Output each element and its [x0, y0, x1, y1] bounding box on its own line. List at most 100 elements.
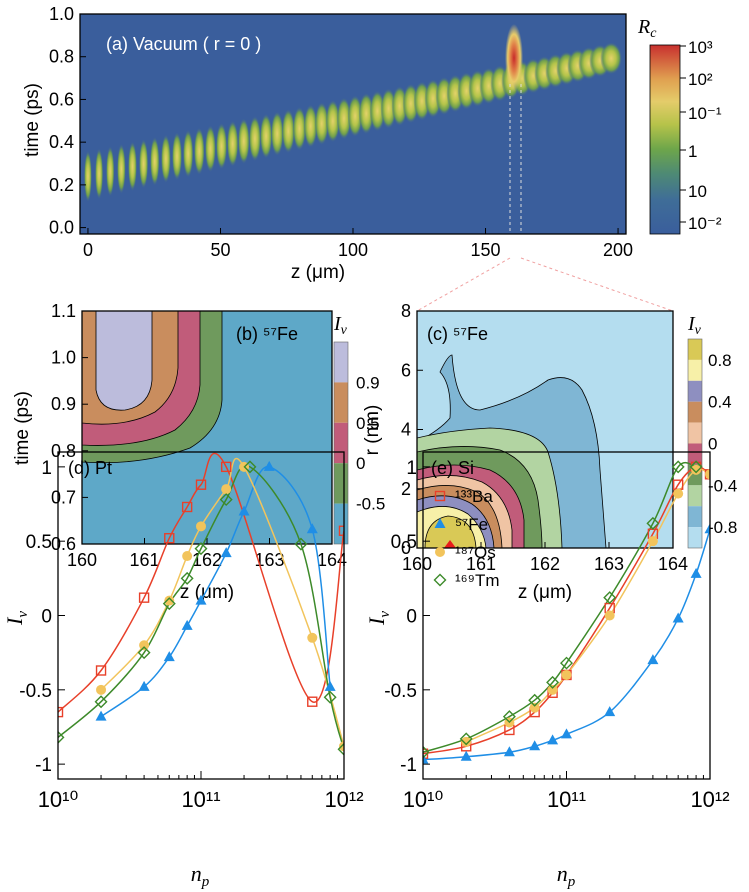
- y-tick-label: 0.9: [51, 394, 76, 414]
- panel-e: 10¹⁰ 10¹¹ 10¹² 10.50-0.5-1 (e) Si ¹³³Ba⁵⁷F…: [364, 451, 730, 890]
- data-marker-triangle: [238, 505, 250, 516]
- y-tick-label: 0: [406, 607, 417, 628]
- x-tick-label: 164: [317, 550, 347, 570]
- panel-a-x-ticks: 0 50 100 150 200: [83, 228, 633, 260]
- data-marker-triangle: [195, 594, 207, 605]
- pulse-blob: [303, 104, 318, 148]
- data-marker-circle: [647, 536, 658, 547]
- colorbar-band: [688, 359, 702, 381]
- panel-e-xlabel: np: [557, 861, 576, 890]
- data-marker-square: [164, 533, 175, 544]
- data-marker-square: [307, 696, 318, 707]
- panel-d-xlabel: np: [191, 861, 210, 890]
- panel-a-annotation: (a) Vacuum ( r = 0 ): [106, 34, 261, 54]
- panel-c-ylabel: r (nm): [362, 405, 383, 456]
- data-marker-circle: [673, 488, 684, 499]
- data-marker-circle: [96, 684, 107, 695]
- legend-entry: ¹⁶⁹Tm: [455, 571, 499, 590]
- panel-c-y-ticks: 0 2 4 6 8: [401, 301, 423, 558]
- panel-a-colorbar-title: Rc: [637, 16, 657, 41]
- colorbar-label: 10: [688, 182, 707, 201]
- panel-c-annotation: (c) ⁵⁷Fe: [427, 324, 488, 344]
- data-marker-triangle: [163, 651, 175, 662]
- panel-a-ylabel: time (ps): [22, 83, 43, 157]
- y-tick-label: -0.5: [384, 681, 417, 702]
- panel-a-colorbar-labels: 10³ 10² 10⁻¹ 1 10 10⁻²: [680, 38, 722, 233]
- pulse-blob: [149, 136, 160, 186]
- pulse-blob: [237, 118, 250, 165]
- data-marker-diamond: [423, 745, 430, 759]
- data-marker-diamond: [603, 591, 617, 605]
- pulse-blob: [600, 42, 623, 75]
- panel-c-x-ticks: 160 161 162 163 164: [402, 542, 688, 574]
- data-marker-diamond: [459, 732, 473, 746]
- data-marker-diamond: [337, 742, 344, 756]
- data-marker-diamond: [180, 571, 194, 585]
- data-marker-diamond: [243, 460, 257, 474]
- y-tick-label: 0.8: [49, 47, 74, 67]
- x-tick-label: 164: [658, 554, 688, 574]
- colorbar-outline: [333, 341, 349, 545]
- panel-c-max-marker: [444, 540, 456, 548]
- y-tick-label: 0.7: [51, 487, 76, 507]
- panel-a-peak: [505, 24, 523, 92]
- y-tick-label: 0.5: [391, 532, 417, 553]
- colorbar-band: [688, 443, 702, 465]
- y-tick-label: 4: [401, 420, 411, 440]
- colorbar-outline: [687, 338, 703, 549]
- data-marker-diamond: [560, 656, 573, 670]
- x-tick-label: 10¹¹: [181, 787, 220, 812]
- data-marker-diamond: [219, 493, 233, 507]
- panel-d-x-ticks: 10¹⁰ 10¹¹ 10¹²: [38, 771, 364, 812]
- panel-e-annotation: (e) Si: [431, 458, 474, 478]
- data-marker-circle: [182, 551, 193, 562]
- data-marker-diamond: [94, 695, 108, 709]
- data-marker-diamond: [689, 460, 703, 474]
- y-tick-label: 1: [41, 458, 52, 479]
- data-marker-triangle: [503, 746, 515, 757]
- panel-d-annotation: (d) Pt: [68, 458, 112, 478]
- y-tick-label: 0: [401, 538, 411, 558]
- data-marker-square: [220, 461, 232, 473]
- data-marker-triangle: [95, 710, 107, 721]
- y-tick-label: 0.6: [51, 534, 76, 554]
- data-marker-triangle: [220, 547, 232, 558]
- pulse-blob: [358, 92, 374, 135]
- x-tick-label: 162: [530, 554, 560, 574]
- colorbar-band: [688, 485, 702, 507]
- pulse-blob: [259, 113, 273, 159]
- y-tick-label: -0.5: [19, 681, 52, 702]
- colorbar-band: [334, 382, 348, 423]
- y-tick-label: 1.0: [49, 4, 74, 24]
- panel-d-ylabel: Iv: [2, 611, 31, 626]
- x-tick-label: 50: [210, 240, 230, 260]
- data-marker-triangle: [181, 619, 193, 630]
- data-marker-square: [434, 490, 446, 502]
- x-tick-label: 163: [594, 554, 624, 574]
- data-marker-circle: [196, 521, 206, 532]
- panel-a: 0 50 100 150 200 0.0 0.2 0.4 0.6 0.8 1.0 (a) Vacu…: [22, 4, 722, 283]
- colorbar-band: [688, 422, 702, 444]
- data-marker-circle: [604, 610, 615, 621]
- x-tick-label: 0: [83, 240, 93, 260]
- pulse-blob: [193, 127, 205, 176]
- x-tick-label: 160: [67, 550, 97, 570]
- x-tick-label: 161: [466, 554, 496, 574]
- panel-c-colorbar-title: Iv: [687, 313, 702, 338]
- pulse-blob: [215, 122, 228, 170]
- data-marker-square: [181, 501, 193, 513]
- y-tick-label: 0.6: [49, 89, 74, 109]
- x-tick-label: 10¹²: [690, 787, 729, 812]
- colorbar-band: [688, 339, 702, 360]
- data-marker-diamond: [546, 675, 560, 689]
- data-marker-circle: [221, 484, 232, 495]
- legend-entry: ¹³³Ba: [455, 487, 493, 506]
- data-marker-circle: [461, 736, 472, 747]
- pulse-blob: [281, 108, 295, 154]
- panel-a-y-ticks: 0.0 0.2 0.4 0.6 0.8 1.0: [49, 4, 86, 238]
- colorbar-band: [688, 506, 702, 528]
- data-marker-circle: [547, 684, 558, 695]
- x-tick-label: 161: [129, 550, 159, 570]
- colorbar-label: 0.5: [356, 414, 380, 433]
